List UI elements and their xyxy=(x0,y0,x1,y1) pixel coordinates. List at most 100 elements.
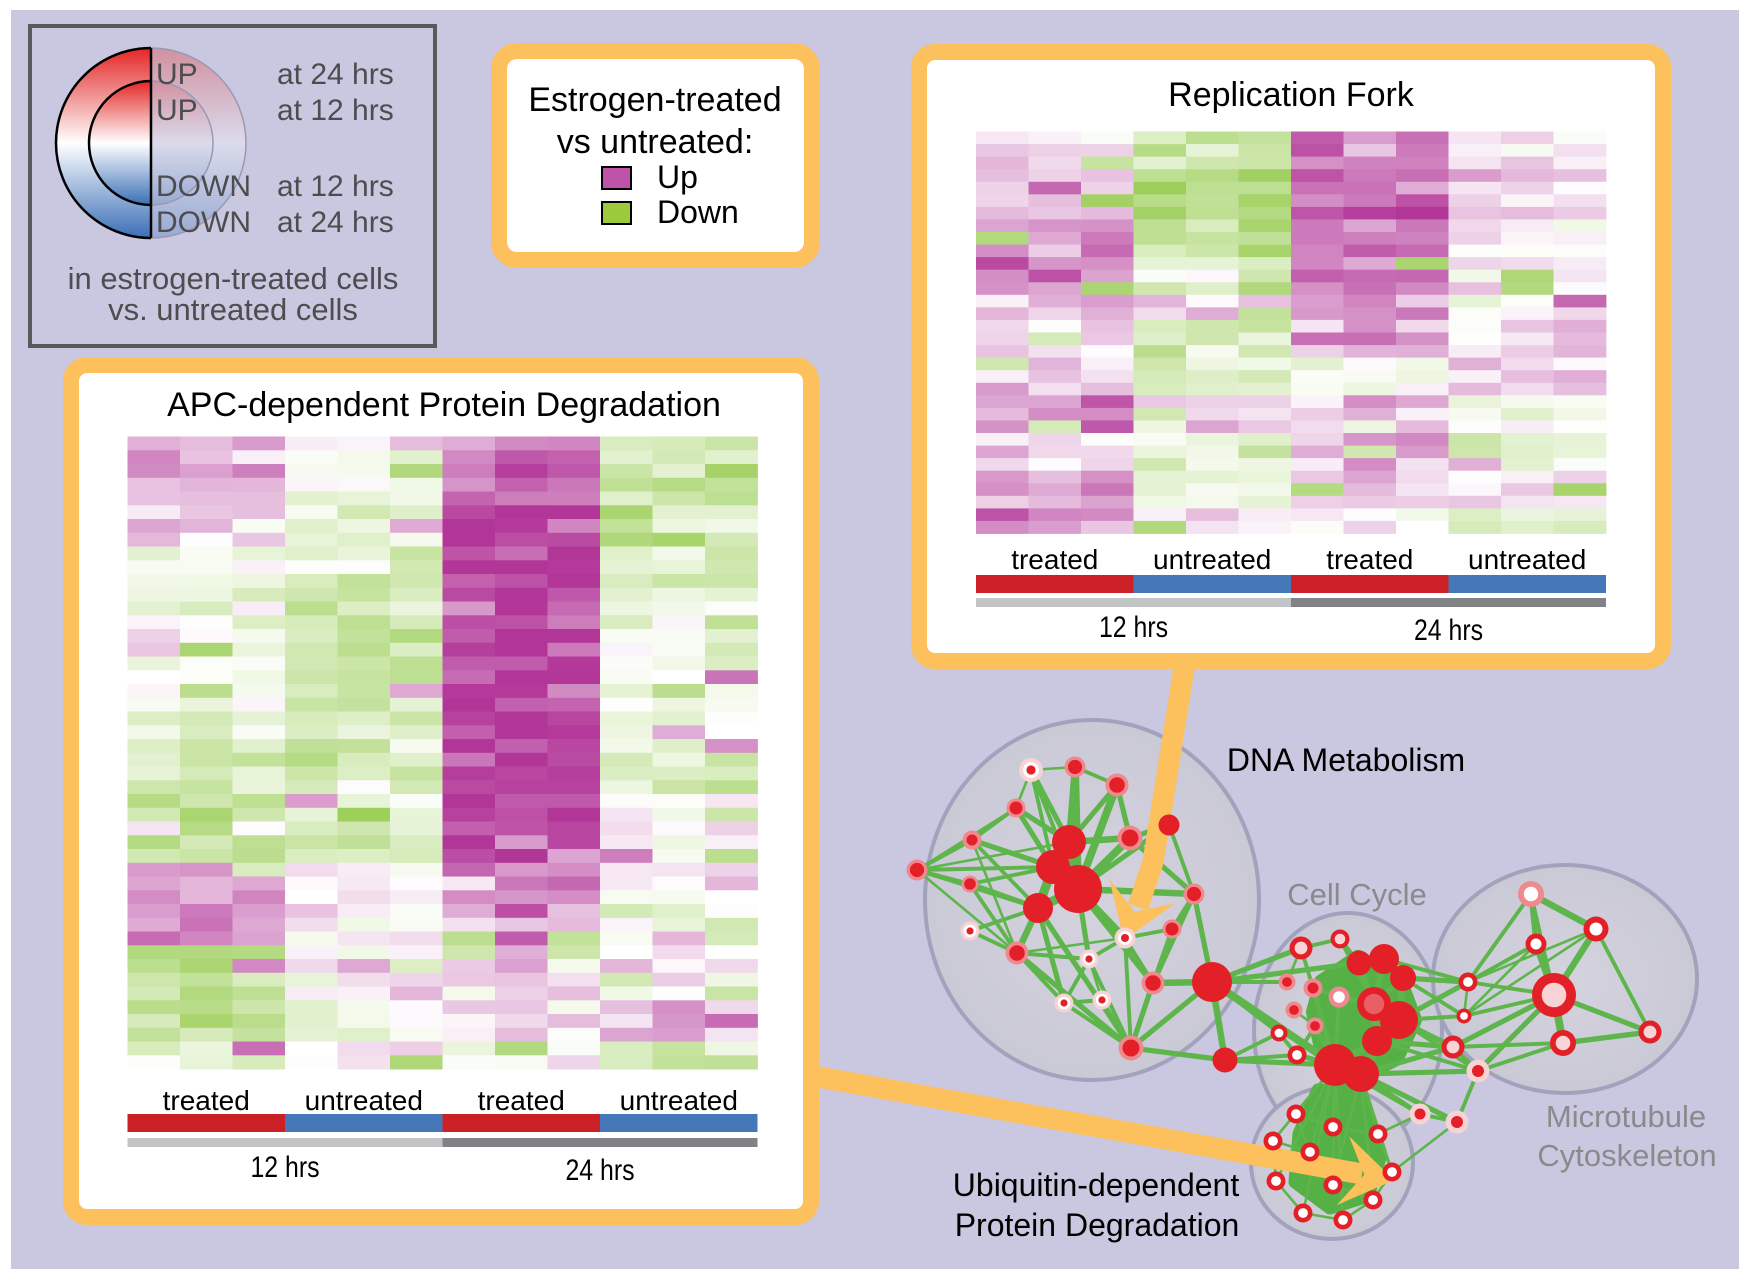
heatmap-cell xyxy=(1343,244,1397,258)
network-edge xyxy=(968,882,1019,955)
heatmap-cell xyxy=(1133,307,1187,321)
heatmap-cell xyxy=(600,615,653,630)
heatmap-cell xyxy=(495,546,548,561)
heatmap-cell xyxy=(180,1014,233,1029)
heatmap-cell xyxy=(495,477,548,492)
heatmap-cell xyxy=(705,794,758,809)
heatmap-cell xyxy=(127,587,181,602)
heatmap-cell xyxy=(1081,319,1134,333)
heatmap-cell xyxy=(390,587,443,602)
heatmap-cell xyxy=(495,615,548,630)
heatmap-cell xyxy=(127,670,181,685)
heatmap-cell xyxy=(1133,194,1187,208)
heatmap-cell xyxy=(1186,282,1239,296)
heatmap-cell xyxy=(1028,282,1082,296)
heatmap-cell xyxy=(127,1027,181,1042)
scale-inner-left-outline xyxy=(87,79,152,207)
heatmap-cell xyxy=(600,642,653,657)
heatmap-cell xyxy=(705,450,758,465)
apc-group-bar-1 xyxy=(285,1114,443,1132)
heatmap-cell xyxy=(1133,244,1187,258)
heatmap-cell xyxy=(600,436,653,451)
heatmap-cell xyxy=(285,931,338,946)
heatmap-cell xyxy=(1553,232,1607,245)
heatmap-cell xyxy=(1186,357,1239,371)
heatmap-cell xyxy=(442,890,496,905)
heatmap-cell xyxy=(390,862,443,877)
heatmap-cell xyxy=(1501,520,1554,534)
network-node-33-redL xyxy=(1363,993,1385,1015)
heatmap-cell xyxy=(232,615,286,630)
heatmap-cell xyxy=(337,862,391,877)
heatmap-cell xyxy=(547,587,601,602)
heatmap-cell xyxy=(127,835,181,850)
heatmap-cell xyxy=(337,532,391,547)
heatmap-cell xyxy=(180,546,233,561)
arrow-to-dna-head xyxy=(1109,879,1175,940)
apc-time-label-1: 24 hrs xyxy=(566,1154,635,1187)
apc-group-bar-0 xyxy=(127,1114,285,1132)
heatmap-cell xyxy=(1081,420,1134,434)
heatmap-cell xyxy=(705,519,758,534)
heatmap-cell xyxy=(232,725,286,740)
heatmap-cell xyxy=(285,519,338,534)
heatmap-cell xyxy=(285,491,338,506)
heatmap-cell xyxy=(652,1041,706,1056)
heatmap-cell xyxy=(1291,156,1344,170)
heatmap-cell xyxy=(1081,433,1134,446)
heatmap-cell xyxy=(1396,294,1449,308)
heatmap-cell xyxy=(232,931,286,946)
heatmap-cell xyxy=(1396,169,1449,183)
heatmap-cell xyxy=(1396,244,1449,258)
heatmap-cell xyxy=(232,849,286,864)
heatmap-cell xyxy=(337,972,391,987)
heatmap-cell xyxy=(232,560,286,575)
heatmap-cell xyxy=(600,890,653,905)
heatmap-cell xyxy=(547,615,601,630)
network-edge xyxy=(1376,1039,1479,1073)
heatmap-cell xyxy=(285,629,338,644)
heatmap-cell xyxy=(1028,458,1082,472)
heatmap-cell xyxy=(600,766,653,781)
heatmap-cell xyxy=(442,780,496,795)
heatmap-cell xyxy=(1186,307,1239,321)
heatmap-cell xyxy=(705,574,758,589)
heatmap-cell xyxy=(337,587,391,602)
network-node-42-ringw xyxy=(1463,977,1473,987)
rf-time-label-1: 24 hrs xyxy=(1414,614,1483,647)
heatmap-cell xyxy=(495,931,548,946)
rf-group-bar-2 xyxy=(1291,575,1449,593)
heatmap-cell xyxy=(1553,483,1607,497)
heatmap-cell xyxy=(232,752,286,767)
heatmap-cell xyxy=(442,794,496,809)
heatmap-cell xyxy=(180,1055,233,1070)
network-edge xyxy=(1463,927,1597,1018)
heatmap-cell xyxy=(1291,382,1344,396)
heatmap-cell xyxy=(180,491,233,506)
heatmap-cell xyxy=(1081,181,1134,195)
heatmap-cell xyxy=(1553,370,1607,384)
heatmap-cell xyxy=(232,945,286,960)
heatmap-cell xyxy=(1186,470,1239,484)
heatmap-cell xyxy=(600,587,653,602)
heatmap-cell xyxy=(232,491,286,506)
heatmap-cell xyxy=(390,876,443,891)
heatmap-cell xyxy=(547,931,601,946)
heatmap-cell xyxy=(442,491,496,506)
heatmap-cell xyxy=(390,821,443,836)
heatmap-cell xyxy=(442,959,496,974)
heatmap-cell xyxy=(127,1041,181,1056)
heatmap-cell xyxy=(232,532,286,547)
heatmap-cell xyxy=(1343,257,1397,271)
heatmap-cell xyxy=(337,574,391,589)
heatmap-cell xyxy=(1186,370,1239,384)
heatmap-cell xyxy=(600,560,653,575)
heatmap-cell xyxy=(337,766,391,781)
heatmap-cell xyxy=(1396,345,1449,359)
heatmap-cell xyxy=(337,1000,391,1015)
apc-heatmap xyxy=(127,436,758,1147)
heatmap-cell xyxy=(976,206,1029,220)
heatmap-cell xyxy=(1291,345,1344,359)
heatmap-cell xyxy=(1238,495,1292,509)
